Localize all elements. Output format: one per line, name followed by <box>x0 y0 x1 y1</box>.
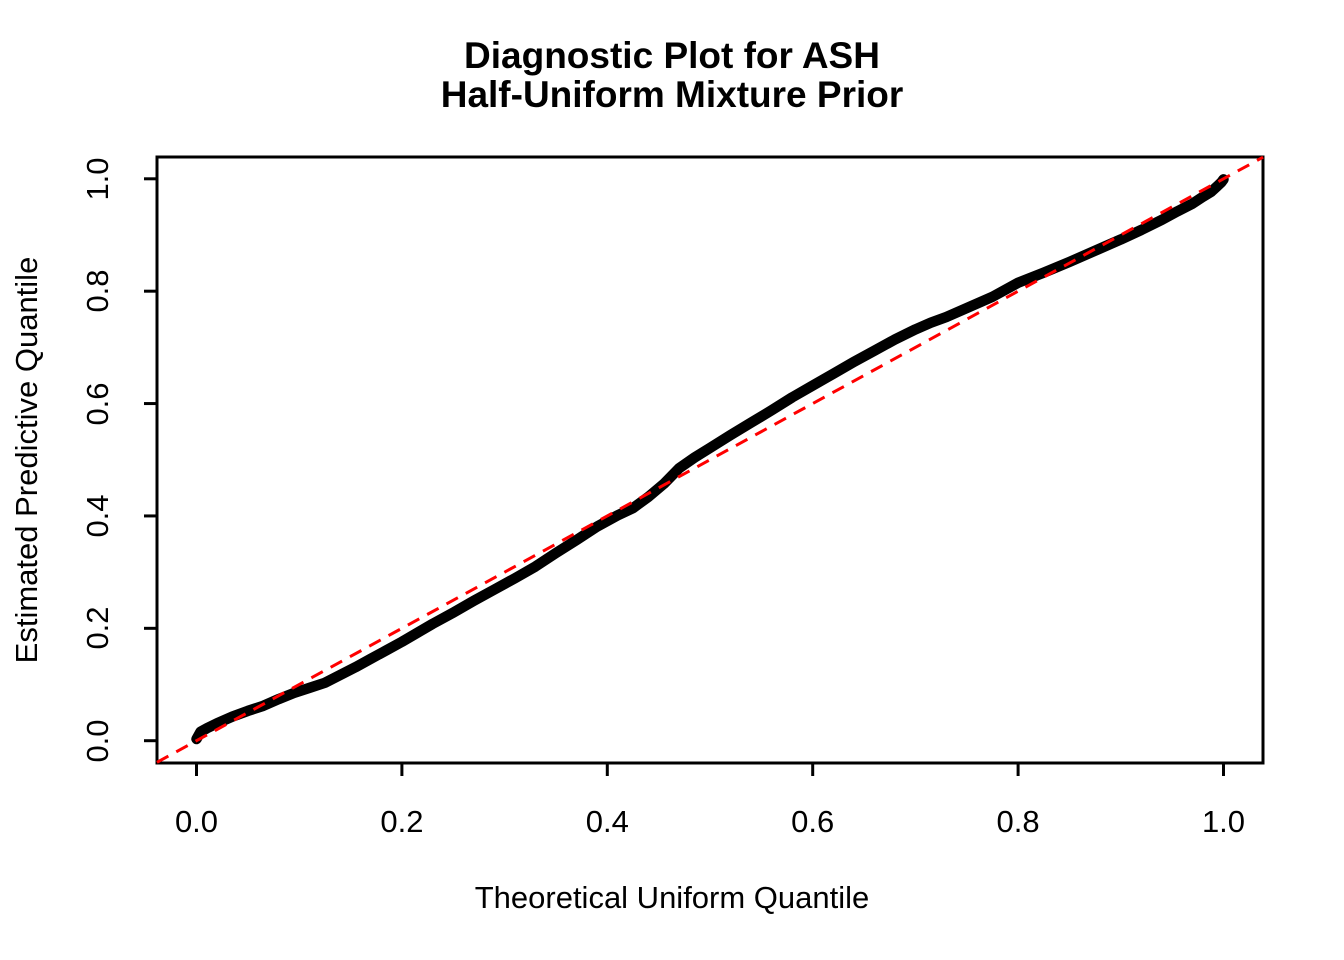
x-tick-label-0.0: 0.0 <box>174 804 219 839</box>
x-axis-title: Theoretical Uniform Quantile <box>474 880 870 915</box>
x-tick-label-1.0: 1.0 <box>1201 804 1246 839</box>
y-tick-label-0.8: 0.8 <box>80 269 115 313</box>
x-tick-label-0.8: 0.8 <box>996 804 1040 839</box>
chart-title-line-1: Diagnostic Plot for ASH <box>464 35 880 76</box>
x-tick-label-0.4: 0.4 <box>585 804 629 839</box>
x-tick-label-0.6: 0.6 <box>791 804 835 839</box>
chart-title-line-2: Half-Uniform Mixture Prior <box>440 74 904 115</box>
plot-frame <box>155 155 1265 765</box>
y-axis-title: Estimated Predictive Quantile <box>9 256 44 664</box>
y-tick-label-0.2: 0.2 <box>80 606 115 650</box>
y-tick-label-0.4: 0.4 <box>80 494 115 538</box>
y-tick-label-0.0: 0.0 <box>80 719 115 763</box>
y-tick-label-0.6: 0.6 <box>80 381 115 426</box>
reference-diagonal-line <box>156 155 1264 764</box>
x-tick-label-0.2: 0.2 <box>380 804 424 839</box>
chart-title: Diagnostic Plot for ASH Half-Uniform Mix… <box>0 36 1344 114</box>
y-tick-label-1.0: 1.0 <box>80 157 115 201</box>
